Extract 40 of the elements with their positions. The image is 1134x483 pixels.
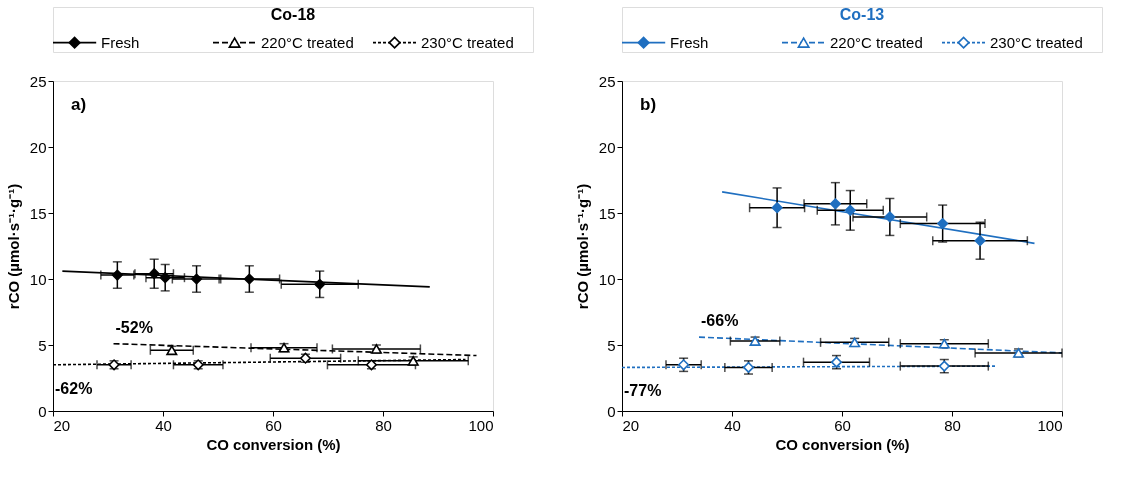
legend-title: Co-18 (270, 5, 316, 23)
x-tick-label: 20 (53, 416, 71, 434)
x-tick-label: 40 (155, 416, 172, 434)
y-tick-label: 0 (38, 402, 47, 420)
legend-label: Fresh (101, 33, 140, 51)
y-tick-label: 10 (598, 270, 616, 288)
legend-label: Fresh (670, 33, 709, 51)
y-tick-label: 20 (598, 138, 616, 156)
legend-label: 230°C treated (990, 33, 1083, 51)
x-tick-label: 20 (622, 416, 640, 434)
y-tick-label: 0 (607, 402, 616, 420)
x-axis-title: CO conversion (%) (206, 435, 341, 453)
annotation: -77% (624, 382, 662, 400)
x-tick-label: 80 (375, 416, 392, 434)
annotation: a) (71, 95, 87, 114)
y-tick-label: 20 (29, 138, 47, 156)
y-axis-title: rCO (µmol·s⁻¹·g⁻¹) (4, 183, 22, 310)
x-tick-label: 40 (724, 416, 741, 434)
annotation: -62% (55, 379, 93, 397)
annotation: b) (640, 95, 657, 114)
y-axis-title: rCO (µmol·s⁻¹·g⁻¹) (573, 183, 591, 310)
legend-label: 220°C treated (261, 33, 354, 51)
legend-label: 220°C treated (830, 33, 923, 51)
x-tick-label: 60 (834, 416, 851, 434)
x-axis-title: CO conversion (%) (775, 435, 910, 453)
y-tick-label: 25 (598, 72, 616, 90)
y-tick-label: 10 (29, 270, 47, 288)
y-tick-label: 15 (598, 204, 616, 222)
legend-title: Co-13 (839, 5, 885, 23)
annotation: -52% (115, 318, 153, 336)
x-tick-label: 100 (468, 416, 494, 434)
x-tick-label: 60 (265, 416, 282, 434)
y-tick-label: 5 (38, 336, 47, 354)
y-tick-label: 25 (29, 72, 47, 90)
x-tick-label: 80 (944, 416, 961, 434)
legend-label: 230°C treated (421, 33, 514, 51)
y-tick-label: 15 (29, 204, 47, 222)
x-tick-label: 100 (1037, 416, 1063, 434)
y-tick-label: 5 (607, 336, 616, 354)
annotation: -66% (701, 312, 739, 330)
